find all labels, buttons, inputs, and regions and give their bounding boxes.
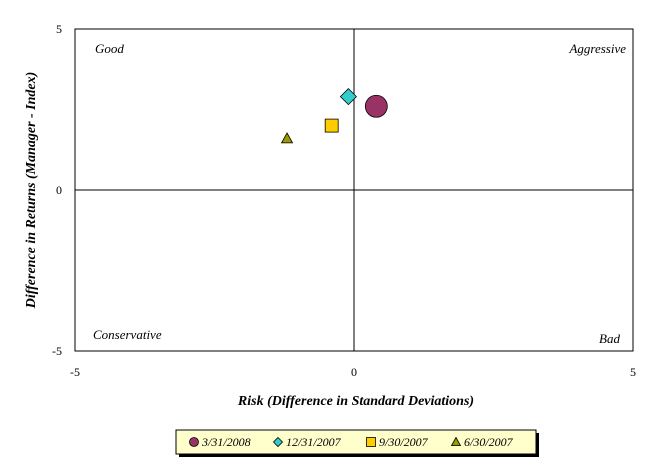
data-point-diamond — [339, 88, 357, 106]
legend-label: 3/31/2008 — [201, 435, 251, 449]
legend-marker-circle — [189, 437, 199, 447]
plot-area — [74, 28, 634, 352]
legend-label: 12/31/2007 — [286, 435, 342, 449]
x-tick-mid: 0 — [351, 365, 357, 379]
data-point-triangle — [280, 132, 294, 144]
legend-label: 9/30/2007 — [379, 435, 429, 449]
quadrant-label-bad: Bad — [599, 331, 620, 346]
legend-marker-square — [366, 437, 376, 447]
y-axis-title: Difference in Returns (Manager - Index) — [24, 72, 39, 310]
x-tick-left: -5 — [70, 365, 80, 379]
data-point-square — [324, 118, 339, 133]
quadrant-label-good: Good — [95, 41, 124, 56]
quadrant-label-aggressive: Aggressive — [568, 41, 626, 56]
quadrant-label-conservative: Conservative — [93, 327, 162, 342]
y-tick-mid: 0 — [56, 183, 62, 197]
data-markers — [280, 88, 388, 144]
legend-marker-triangle — [450, 436, 462, 447]
legend-label: 6/30/2007 — [464, 435, 514, 449]
x-tick-right: 5 — [630, 365, 636, 379]
legend-marker-diamond — [272, 436, 284, 448]
legend: 3/31/2008 12/31/2007 9/30/2007 6/30/2007 — [175, 429, 539, 457]
x-axis-title: Risk (Difference in Standard Deviations) — [237, 394, 474, 409]
data-point-circle — [364, 94, 388, 118]
legend-box — [175, 429, 537, 455]
y-tick-top: 5 — [56, 22, 62, 36]
y-tick-bottom: -5 — [52, 344, 62, 358]
